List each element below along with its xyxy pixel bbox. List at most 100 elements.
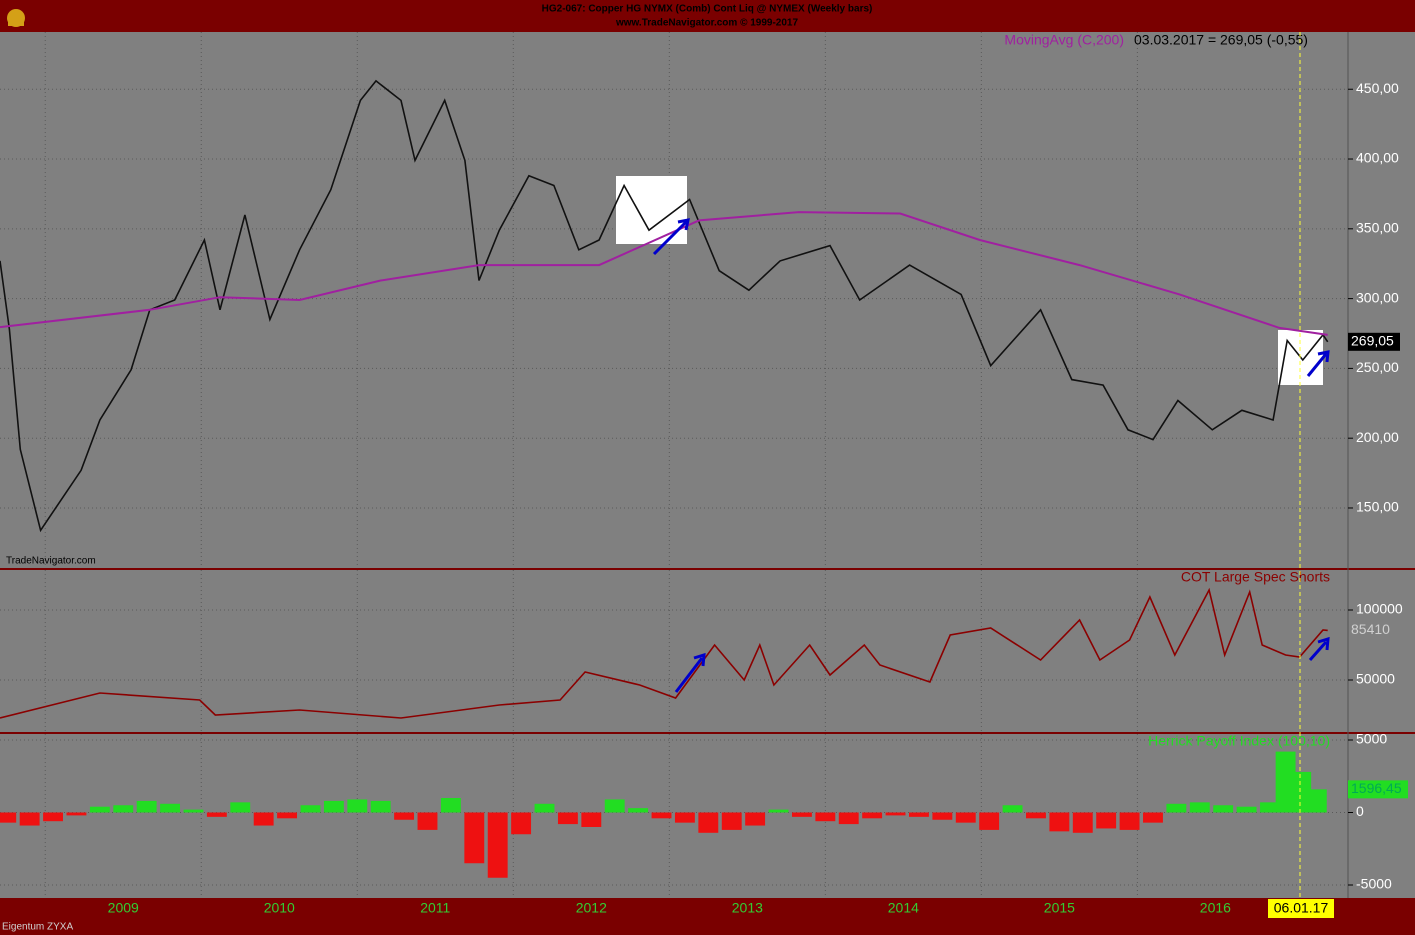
- bar: [1306, 789, 1327, 813]
- legend-value: 03.03.2017 = 269,05 (-0,55): [1134, 32, 1308, 48]
- x-tick-label: 2012: [576, 900, 607, 916]
- bar: [955, 812, 976, 823]
- bar: [1275, 751, 1296, 813]
- bar: [885, 812, 906, 816]
- bar: [1143, 812, 1163, 823]
- bar: [511, 812, 532, 835]
- bar: [674, 812, 695, 823]
- y-tick-label: 50000: [1356, 671, 1395, 687]
- x-tick-label: 2014: [888, 900, 919, 916]
- chart-title: HG2-067: Copper HG NYMX (Comb) Cont Liq …: [542, 4, 873, 15]
- axis-area: [1348, 32, 1415, 898]
- bar: [1119, 812, 1140, 830]
- x-tick-label: 2016: [1200, 900, 1231, 916]
- bar: [394, 812, 415, 820]
- bar: [440, 797, 461, 813]
- y-tick-label: 200,00: [1356, 429, 1399, 445]
- grid: 150,00 200,00 250,00 300,00 350,00 400,00 450,…: [0, 32, 1408, 916]
- bar: [815, 812, 836, 822]
- bar: [136, 800, 157, 813]
- bar: [768, 809, 789, 813]
- bar: [160, 803, 181, 813]
- bar: [230, 802, 251, 813]
- series-line: [0, 211, 1328, 336]
- x-tick-label: 2015: [1044, 900, 1075, 916]
- bar: [932, 812, 953, 820]
- x-tick-label: 2010: [264, 900, 295, 916]
- bar: [745, 812, 766, 826]
- x-tick-label: 2013: [732, 900, 763, 916]
- series-line: [0, 79, 1329, 533]
- x-tick-label: 2009: [108, 900, 139, 916]
- bar: [66, 812, 87, 816]
- y-tick-label: 150,00: [1356, 499, 1399, 515]
- bar: [909, 812, 929, 817]
- bar: [557, 812, 578, 825]
- y-tick-label: 300,00: [1356, 289, 1399, 305]
- series-line: [0, 587, 1328, 719]
- bar: [1189, 802, 1210, 813]
- bar: [791, 812, 812, 817]
- bar: [417, 812, 438, 830]
- bar: [19, 812, 40, 826]
- bar: [1049, 812, 1070, 832]
- bar: [1291, 771, 1312, 813]
- y-tick-label: 400,00: [1356, 150, 1399, 166]
- arrows: [652, 218, 1330, 693]
- logo: [7, 9, 25, 27]
- last-value-box: [1348, 780, 1408, 799]
- bar: [206, 812, 227, 817]
- footer: Eigentum ZYXA: [2, 922, 73, 933]
- plot: [0, 79, 1329, 878]
- last-value-label: 1596,45: [1351, 780, 1402, 796]
- bar: [979, 812, 1000, 830]
- bar: [89, 806, 110, 813]
- legend-entry: MovingAvg (C,200): [1004, 32, 1124, 48]
- bar: [183, 809, 204, 813]
- y-tick-label: 450,00: [1356, 80, 1399, 96]
- y-tick-label: 100000: [1356, 601, 1403, 617]
- date-marker-box: [1268, 899, 1334, 918]
- bar: [1166, 803, 1187, 813]
- bar: [347, 799, 368, 813]
- bar: [0, 812, 17, 823]
- last-value-label: 85410: [1351, 621, 1390, 637]
- bar: [698, 812, 719, 833]
- bar: [1260, 802, 1280, 813]
- bar: [323, 800, 344, 813]
- bar: [43, 812, 63, 822]
- bar: [581, 812, 602, 827]
- bar: [862, 812, 883, 819]
- bar: [838, 812, 859, 825]
- y-tick-label: 0: [1356, 803, 1364, 819]
- bar: [113, 805, 134, 813]
- bar: [1236, 806, 1257, 813]
- x-tick-label: 2011: [420, 900, 450, 916]
- last-value-box: [1348, 332, 1400, 351]
- bar: [300, 805, 321, 813]
- bar: [651, 812, 672, 819]
- bar: [534, 803, 555, 813]
- legend-entry: COT Large Spec Shorts: [1181, 569, 1330, 585]
- bar: [277, 812, 298, 819]
- price-pane: [0, 32, 1348, 568]
- bar: [1072, 812, 1093, 833]
- last-value-label: 269,05: [1351, 333, 1394, 349]
- bar: [1002, 805, 1023, 813]
- date-marker-label: 06.01.17: [1274, 900, 1329, 916]
- cot-pane: [0, 570, 1348, 732]
- watermark: TradeNavigator.com: [6, 556, 96, 567]
- y-tick-label: -5000: [1356, 876, 1392, 892]
- y-tick-label: 350,00: [1356, 220, 1399, 236]
- bar: [1026, 812, 1046, 819]
- bar: [487, 812, 508, 878]
- bar: [721, 812, 742, 830]
- bar: [604, 799, 625, 813]
- bar: [1213, 805, 1234, 813]
- chart-subtitle: www.TradeNavigator.com © 1999-2017: [615, 18, 799, 29]
- bar: [628, 808, 649, 813]
- legend-entry: Herrick Payoff Index (100,10): [1148, 733, 1330, 749]
- bar: [370, 800, 391, 813]
- y-tick-label: 250,00: [1356, 359, 1399, 375]
